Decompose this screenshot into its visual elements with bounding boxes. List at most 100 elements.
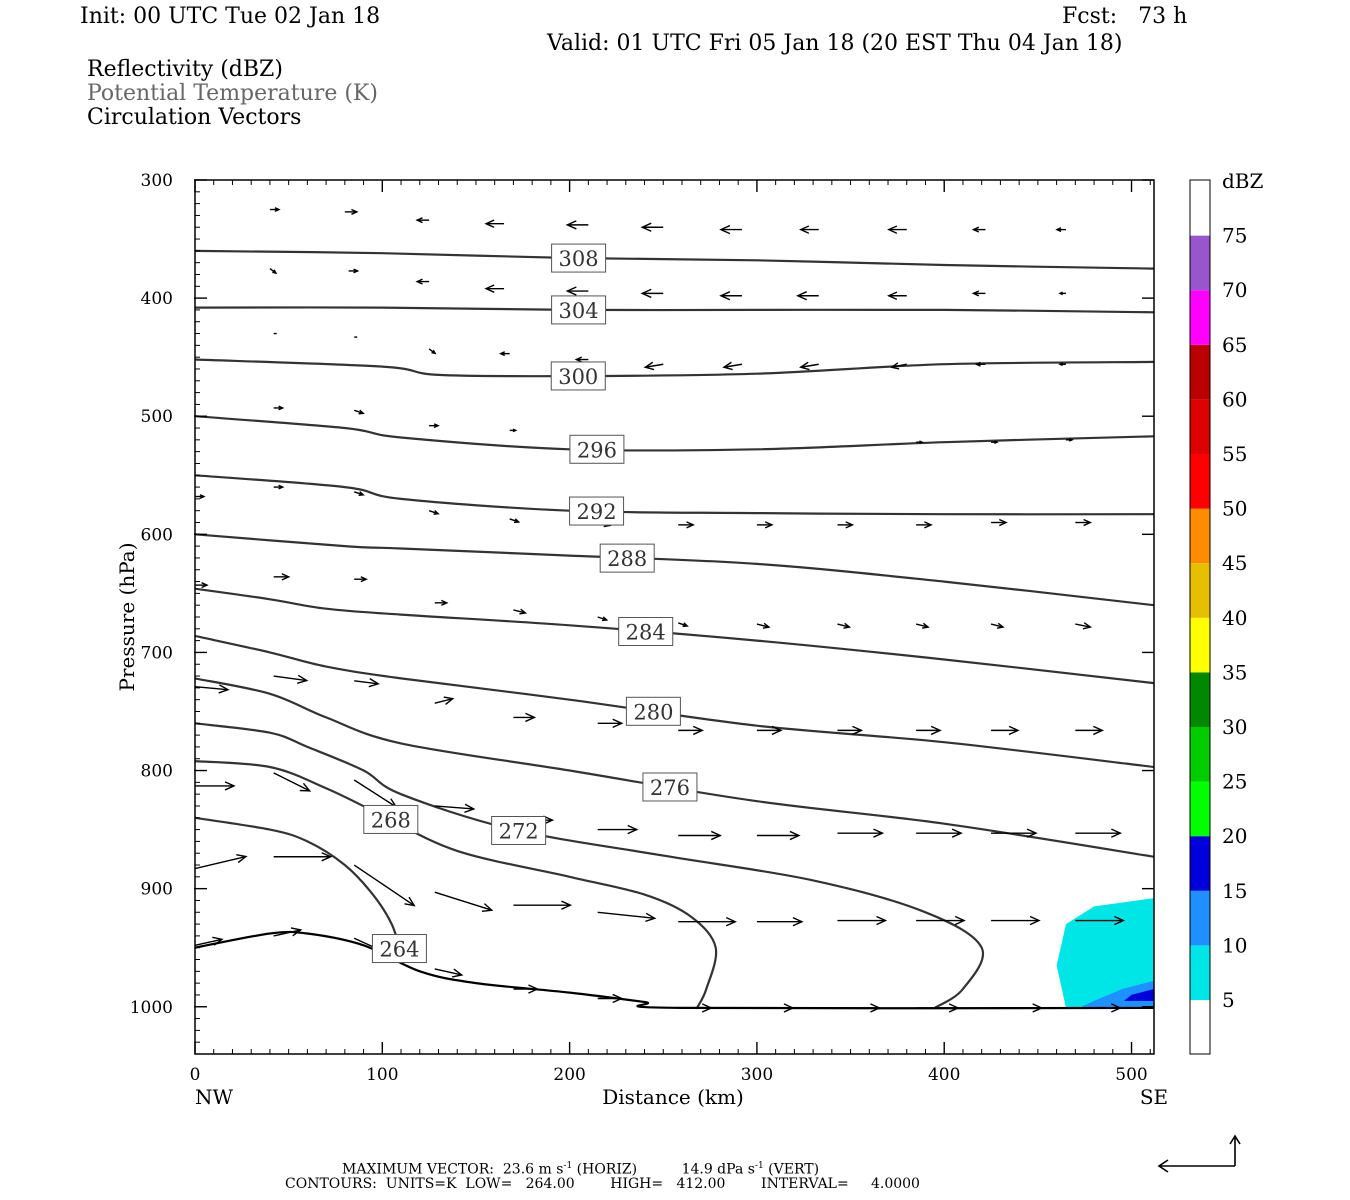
max-vector-horiz: MAXIMUM VECTOR: 23.6 m s xyxy=(342,1161,564,1178)
circulation-vector xyxy=(1058,362,1066,367)
circulation-vector xyxy=(640,222,664,232)
plot-area xyxy=(195,180,1154,1054)
circulation-vector xyxy=(195,854,248,870)
theta-contour-272 xyxy=(195,722,985,1009)
circulation-vector xyxy=(498,351,510,357)
circulation-vector xyxy=(722,361,743,371)
circulation-vector xyxy=(678,830,722,841)
x-axis-start-label: NW xyxy=(195,1085,234,1109)
circulation-vector xyxy=(887,291,907,301)
colorbar-label: 20 xyxy=(1222,824,1247,848)
max-vector-vert-unit: (VERT) xyxy=(763,1161,820,1178)
theta-label-292: 292 xyxy=(569,496,625,526)
max-vector-vert-exp: -1 xyxy=(754,1161,764,1171)
terrain-surface-line xyxy=(195,930,1154,1010)
circulation-vector xyxy=(678,1003,713,1013)
circulation-vector xyxy=(1075,1003,1123,1013)
theta-contour-284 xyxy=(195,587,1154,685)
circulation-vector xyxy=(273,405,285,411)
theta-contour-280 xyxy=(195,634,1154,769)
svg-text:296: 296 xyxy=(577,438,617,462)
circulation-vector xyxy=(678,725,704,736)
circulation-vector xyxy=(597,993,624,1004)
field-theta-label: Potential Temperature (K) xyxy=(87,81,378,106)
colorbar-band-10 xyxy=(1190,890,1210,946)
circulation-vector xyxy=(991,915,1041,926)
x-axis-title: Distance (km) xyxy=(602,1085,744,1109)
colorbar-band-50 xyxy=(1190,454,1210,509)
circulation-vector xyxy=(353,491,365,496)
field-reflectivity-label: Reflectivity (dBZ) xyxy=(87,57,283,82)
max-vector-vert: (HORIZ) 14.9 dPa s xyxy=(572,1161,755,1178)
circulation-vector xyxy=(428,348,437,355)
max-vector-caption: MAXIMUM VECTOR: 23.6 m s -1 (HORIZ) 14.9 … xyxy=(342,1158,819,1178)
circulation-vector xyxy=(273,573,291,581)
circulation-vector xyxy=(990,622,1005,629)
circulation-vector xyxy=(273,852,333,862)
colorbar-label: 10 xyxy=(1222,933,1247,957)
theta-contour-308 xyxy=(195,249,1154,270)
y-tick-label: 300 xyxy=(141,171,173,191)
circulation-vector xyxy=(597,911,657,923)
circulation-vector xyxy=(434,891,494,913)
colorbar-band-35 xyxy=(1190,617,1210,673)
circulation-vector xyxy=(991,518,1008,527)
circulation-vector xyxy=(887,225,907,234)
colorbar-band-70 xyxy=(1190,235,1210,291)
circulation-vector xyxy=(678,622,689,628)
circulation-vector xyxy=(1055,227,1066,233)
svg-text:284: 284 xyxy=(626,621,666,645)
colorbar-band-60 xyxy=(1190,344,1210,400)
theta-label-280: 280 xyxy=(625,696,681,726)
circulation-vector xyxy=(1075,828,1123,838)
circulation-vector xyxy=(353,864,416,907)
circulation-vector xyxy=(195,494,206,499)
valid-time: Valid: 01 UTC Fri 05 Jan 18 (20 EST Thu … xyxy=(547,31,1123,56)
circulation-vector xyxy=(991,440,999,445)
colorbar-frame xyxy=(1189,179,1211,1055)
svg-text:272: 272 xyxy=(499,819,539,843)
circulation-vector xyxy=(1075,622,1093,630)
theta-label-268: 268 xyxy=(363,804,419,834)
colorbar-label: 70 xyxy=(1222,278,1247,302)
circulation-vector xyxy=(971,290,986,297)
colorbar-label: 55 xyxy=(1222,442,1247,466)
theta-contour-268 xyxy=(195,760,718,1009)
colorbar-label: 60 xyxy=(1222,387,1247,411)
circulation-vector xyxy=(796,291,819,301)
colorbar-label: 65 xyxy=(1222,333,1247,357)
circulation-vector xyxy=(719,224,742,235)
y-tick-label: 800 xyxy=(141,762,173,782)
circulation-vector xyxy=(1075,725,1105,736)
circulation-vector xyxy=(273,484,285,490)
circulation-vector xyxy=(837,828,885,838)
circulation-vector xyxy=(513,608,528,615)
svg-text:276: 276 xyxy=(650,776,690,800)
circulation-vector xyxy=(916,915,966,926)
circulation-vector xyxy=(837,622,852,629)
svg-text:280: 280 xyxy=(633,700,673,724)
x-axis-end-label: SE xyxy=(1140,1085,1168,1109)
svg-text:292: 292 xyxy=(577,500,617,524)
colorbar-label: 45 xyxy=(1222,551,1247,575)
theta-label-284: 284 xyxy=(618,617,674,647)
circulation-vector xyxy=(643,361,664,371)
theta-contour-304 xyxy=(195,306,1154,314)
circulation-vector xyxy=(415,278,430,285)
colorbar-label: 25 xyxy=(1222,770,1247,794)
circulation-vector xyxy=(195,781,236,791)
forecast-hour: Fcst: 73 h xyxy=(1062,4,1188,29)
circulation-vector xyxy=(273,927,303,937)
y-tick-label: 900 xyxy=(141,880,173,900)
circulation-vector xyxy=(415,217,430,224)
circulation-vector xyxy=(837,915,888,926)
circulation-vector xyxy=(195,684,230,694)
circulation-vector xyxy=(837,1003,882,1013)
circulation-vector xyxy=(429,423,440,429)
circulation-vector xyxy=(971,226,986,233)
colorbar-label: 50 xyxy=(1222,497,1247,521)
colorbar-band-40 xyxy=(1190,563,1210,618)
circulation-vector xyxy=(678,917,737,927)
circulation-vector xyxy=(916,725,942,736)
circulation-vector xyxy=(597,616,609,622)
